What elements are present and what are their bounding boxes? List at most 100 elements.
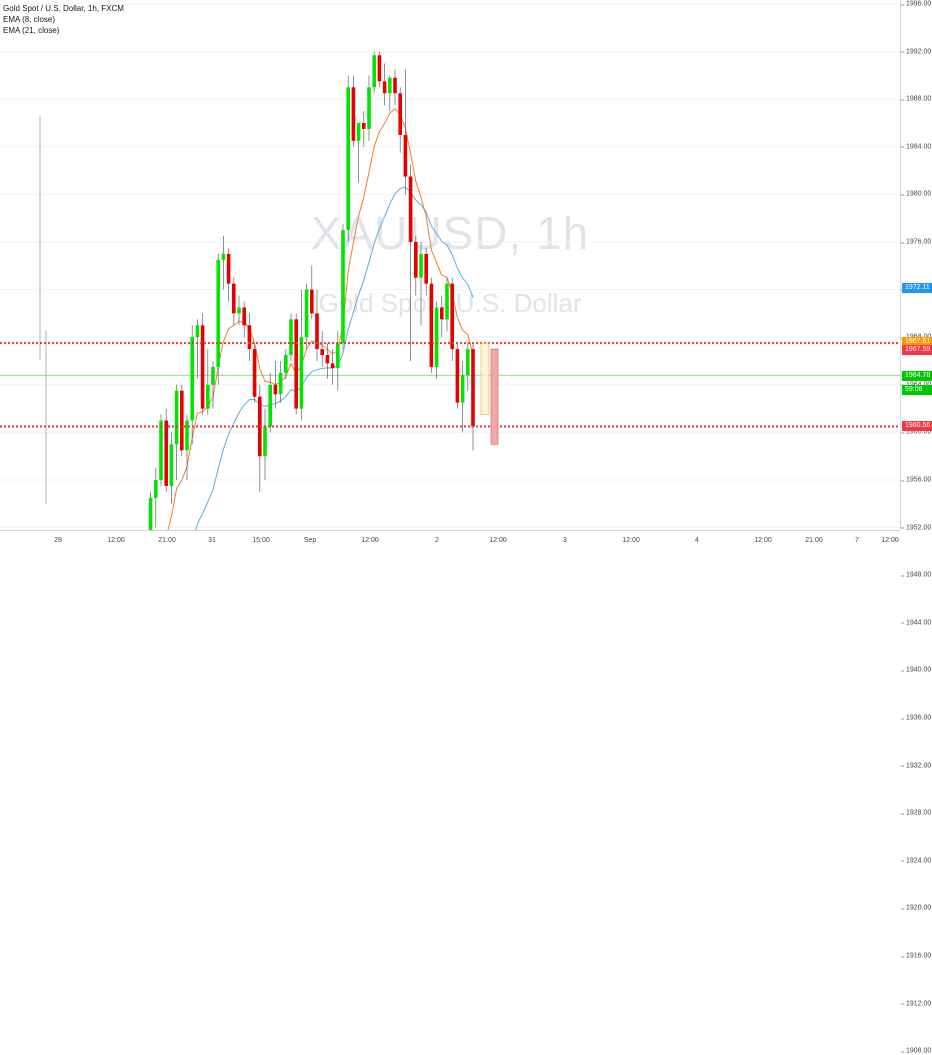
price-tick-label: 1952.00 xyxy=(900,524,932,532)
projection-candle xyxy=(490,348,499,445)
time-tick-label: 12:00 xyxy=(107,537,125,544)
price-tick-label: 1916.00 xyxy=(900,952,932,960)
price-tick-label: 1940.00 xyxy=(900,666,932,674)
candle-body xyxy=(377,55,382,82)
ema8-legend-label[interactable]: EMA (8, close) xyxy=(3,15,56,24)
candle-body xyxy=(393,77,397,94)
price-tick-label: 1924.00 xyxy=(900,857,932,865)
candle-body xyxy=(460,375,465,403)
candle-body xyxy=(346,87,350,231)
price-tick-label: 1920.00 xyxy=(900,904,932,912)
price-tag: 1960.56 xyxy=(902,420,932,431)
symbol-title[interactable]: Gold Spot / U.S. Dollar, 1h, FXCM xyxy=(3,4,124,13)
candle-body xyxy=(356,123,361,141)
time-tick-label: 2 xyxy=(435,537,439,544)
candle-body xyxy=(252,349,257,397)
price-tick-label: 1956.00 xyxy=(900,476,932,484)
price-tag: 1967.61 xyxy=(902,336,932,347)
candle-body xyxy=(330,363,335,369)
candle-body xyxy=(237,307,241,314)
candle-body xyxy=(429,283,434,367)
candle-body xyxy=(268,384,272,427)
candle-body xyxy=(185,420,189,451)
candle-body xyxy=(434,307,439,367)
candle-body xyxy=(148,497,153,530)
candle-body xyxy=(294,319,298,409)
candle-body xyxy=(273,384,278,395)
candle-body xyxy=(258,396,262,457)
projection-box xyxy=(480,342,490,415)
time-tick-label: 4 xyxy=(695,537,699,544)
candle-body xyxy=(382,81,387,94)
candle-body xyxy=(398,93,402,135)
candle-body xyxy=(242,307,246,326)
price-tick-label: 1984.00 xyxy=(900,143,932,151)
price-tick-label: 1992.00 xyxy=(900,48,932,56)
candle-body xyxy=(284,355,288,373)
price-axis[interactable]: 1996.00 1992.00 1988.00 1984.00 1980.00 1976.… xyxy=(900,0,932,1055)
candle-body xyxy=(164,420,168,486)
price-tick-label: 1980.00 xyxy=(900,190,932,198)
candle-body xyxy=(450,283,454,350)
time-tick-label: 3 xyxy=(563,537,567,544)
candle-body xyxy=(180,390,184,451)
candle-body xyxy=(299,337,304,409)
time-tick-label: 28 xyxy=(54,537,62,544)
time-axis[interactable]: 28 12:00 21:00 31 15:00 Sep 12:00 2 12:00 3 12:00 4… xyxy=(0,530,900,551)
candle-body xyxy=(190,337,194,421)
candle-body xyxy=(226,253,231,284)
candle-body xyxy=(247,325,252,350)
time-tick-label: 15:00 xyxy=(252,537,270,544)
candle-body xyxy=(325,355,330,364)
candle-body xyxy=(195,325,200,338)
chart-plot-area[interactable] xyxy=(0,0,900,530)
price-tag: 1964.78 xyxy=(902,370,932,381)
candle-body xyxy=(362,123,366,129)
candle-body xyxy=(408,176,413,242)
candle-body xyxy=(315,313,319,350)
price-tick-label: 1936.00 xyxy=(900,714,932,722)
candle-body xyxy=(159,420,163,480)
candle-body xyxy=(336,343,340,369)
candle-body xyxy=(388,77,392,94)
candle-body xyxy=(211,366,215,385)
candle-body xyxy=(216,259,220,367)
candle-body xyxy=(471,349,475,427)
candle-body xyxy=(440,307,444,320)
candle-body xyxy=(169,444,174,486)
candle-body xyxy=(403,134,408,177)
candle-body xyxy=(414,242,418,278)
candle-body xyxy=(278,372,283,395)
time-tick-label: Sep xyxy=(303,537,317,544)
price-tick-label: 1908.00 xyxy=(900,1047,932,1055)
candle-body xyxy=(455,349,460,403)
candle-body xyxy=(351,87,356,141)
time-tick-label: 12:00 xyxy=(361,537,379,544)
price-tag: 59:08 xyxy=(902,384,932,395)
time-tick-label: 21:00 xyxy=(158,537,176,544)
price-tag: 1972.11 xyxy=(902,283,932,294)
price-tick-label: 1932.00 xyxy=(900,762,932,770)
candle-body xyxy=(304,289,309,338)
candle-body xyxy=(263,426,267,457)
price-tick-label: 1944.00 xyxy=(900,619,932,627)
candle-body xyxy=(466,349,470,376)
time-tick-label: 12:00 xyxy=(754,537,772,544)
candle-body xyxy=(289,319,293,356)
candle-body xyxy=(221,253,226,260)
price-tick-label: 1912.00 xyxy=(900,1000,932,1008)
watermark-name: Gold Spot / U.S. Dollar xyxy=(318,288,582,318)
candle-body xyxy=(206,384,210,409)
time-tick-label: 12:00 xyxy=(489,537,507,544)
candle-body xyxy=(174,390,179,445)
candle-body xyxy=(445,283,449,320)
ema21-line xyxy=(195,186,474,530)
time-tick-label: 12:00 xyxy=(881,537,899,544)
chart-legend: Gold Spot / U.S. Dollar, 1h, FXCM EMA (8… xyxy=(3,3,124,36)
candle-body xyxy=(310,289,314,314)
candle-body xyxy=(320,349,324,356)
price-tick-label: 1996.00 xyxy=(900,0,932,8)
ema21-legend-label[interactable]: EMA (21, close) xyxy=(3,26,60,35)
time-tick-label: 31 xyxy=(208,537,216,544)
